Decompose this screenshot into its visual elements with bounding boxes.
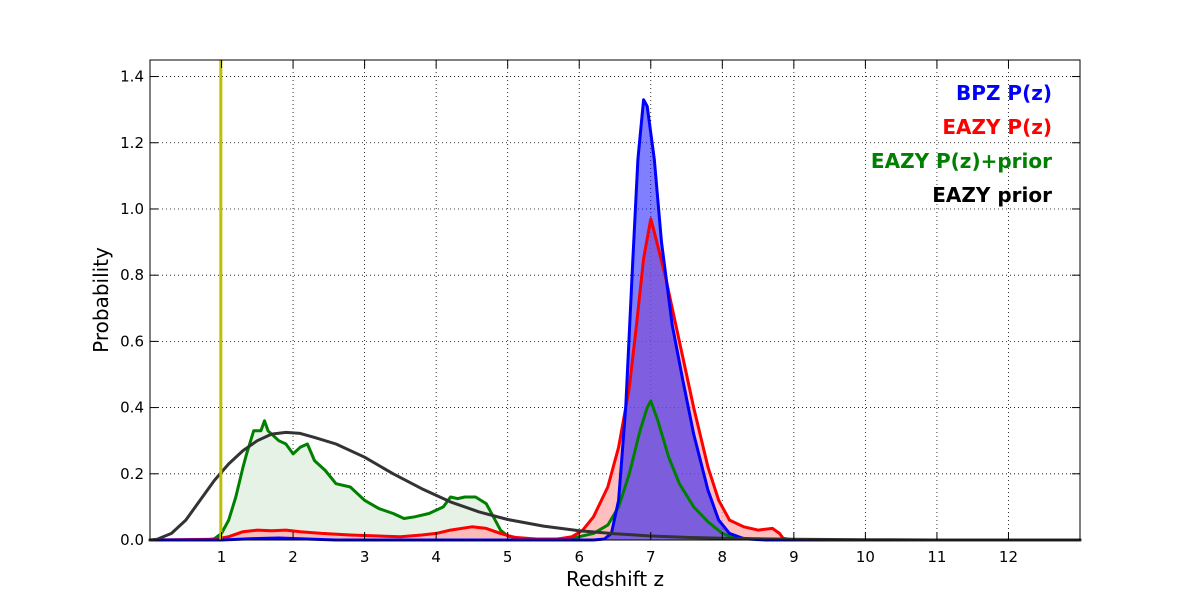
plot-frame — [149, 59, 1081, 541]
series-area-eazy-p-z-prior — [150, 401, 1080, 540]
y-tick-label: 1.4 — [120, 68, 144, 86]
y-tick-label: 1.2 — [120, 134, 144, 152]
x-tick-label: 7 — [646, 548, 656, 566]
x-axis-label: Redshift z — [566, 567, 664, 591]
series-line-eazy-p-z-prior — [148, 399, 1082, 542]
legend-entry: EAZY P(z)+prior — [871, 149, 1052, 173]
x-tick-label: 6 — [574, 548, 584, 566]
x-tick-label: 12 — [999, 548, 1018, 566]
legend-entry: EAZY P(z) — [942, 115, 1052, 139]
x-tick-label: 5 — [503, 548, 513, 566]
series-lines — [148, 98, 1082, 542]
y-tick-label: 0.2 — [120, 465, 144, 483]
y-axis-label: Probability — [89, 247, 113, 353]
x-tick-label: 9 — [789, 548, 799, 566]
series-line-bpz-p-z — [148, 98, 1082, 542]
series-fills — [150, 99, 1080, 540]
legend-entry: BPZ P(z) — [956, 81, 1052, 105]
axis-ticks: 1 2 3 4 5 6 7 8 9 10 11 120.00.20.40.60.81.01.21.4 — [120, 60, 1080, 566]
series-layer — [148, 98, 1082, 542]
grid-lines — [150, 60, 1080, 541]
y-tick-label: 0.6 — [120, 332, 144, 350]
legend-entry: EAZY prior — [932, 183, 1052, 207]
y-tick-label: 0.0 — [120, 531, 144, 549]
x-tick-label: 2 — [288, 548, 298, 566]
y-tick-label: 0.4 — [120, 399, 144, 417]
y-tick-label: 1.0 — [120, 200, 144, 218]
x-tick-label: 3 — [360, 548, 370, 566]
series-area-eazy-p-z — [150, 218, 1080, 540]
x-tick-label: 4 — [431, 548, 441, 566]
x-tick-label: 1 — [217, 548, 227, 566]
series-line-eazy-prior — [148, 430, 1082, 542]
x-tick-label: 10 — [856, 548, 875, 566]
x-tick-label: 11 — [927, 548, 946, 566]
y-tick-label: 0.8 — [120, 266, 144, 284]
series-line-eazy-p-z — [148, 217, 1082, 542]
legend: BPZ P(z) EAZY P(z) EAZY P(z)+prior EAZY pri… — [871, 81, 1052, 207]
x-tick-label: 8 — [718, 548, 728, 566]
